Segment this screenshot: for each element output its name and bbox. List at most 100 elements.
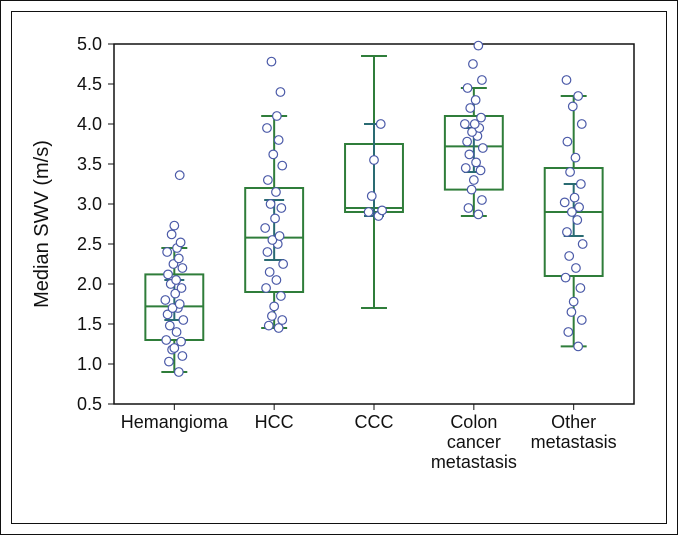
inner-panel: 0.5 1.0 1.5 2.0 2.5 3.0 3.5 4.0 4.5 5.0 Median SWV…	[11, 11, 667, 524]
data-point	[170, 344, 179, 353]
data-point	[574, 92, 583, 101]
data-point	[175, 300, 184, 309]
y-tick-label: 2.0	[77, 274, 102, 294]
data-point	[176, 238, 185, 247]
data-point	[376, 120, 385, 129]
y-tick-label: 4.0	[77, 114, 102, 134]
data-point	[472, 158, 481, 167]
y-tick-label: 0.5	[77, 394, 102, 414]
data-point	[261, 224, 270, 233]
data-point	[464, 204, 473, 213]
data-point	[278, 316, 287, 325]
data-point	[463, 137, 472, 146]
data-point	[461, 164, 470, 173]
data-point	[479, 144, 488, 153]
data-point	[263, 124, 272, 133]
data-point	[262, 284, 271, 293]
data-point	[570, 193, 579, 202]
data-point	[272, 276, 281, 285]
x-tick-label: cancer	[447, 432, 501, 452]
data-point	[179, 316, 188, 325]
x-tick-label: metastasis	[531, 432, 617, 452]
data-point	[163, 248, 172, 257]
data-point	[175, 254, 184, 263]
data-point	[567, 308, 576, 317]
data-point	[170, 221, 179, 230]
data-point	[478, 196, 487, 205]
data-point	[276, 88, 285, 97]
boxplot-chart: 0.5 1.0 1.5 2.0 2.5 3.0 3.5 4.0 4.5 5.0 Median SWV…	[12, 12, 666, 523]
x-tick-label: Hemangioma	[121, 412, 229, 432]
data-point	[571, 153, 580, 162]
data-point	[478, 76, 487, 85]
data-point	[370, 156, 379, 165]
data-point	[477, 113, 486, 122]
data-point	[275, 232, 284, 241]
data-point	[469, 60, 478, 69]
y-tick-label: 1.5	[77, 314, 102, 334]
data-point	[461, 120, 470, 129]
data-point	[263, 248, 272, 257]
data-point	[277, 204, 286, 213]
data-point	[175, 368, 184, 377]
data-point	[166, 321, 175, 330]
data-point	[466, 104, 475, 113]
data-point	[467, 185, 476, 194]
x-tick-label: Other	[551, 412, 596, 432]
data-point	[568, 102, 577, 111]
data-point	[578, 240, 587, 249]
data-point	[573, 216, 582, 225]
data-point	[574, 342, 583, 351]
x-tick-label: HCC	[255, 412, 294, 432]
y-tick-label: 3.0	[77, 194, 102, 214]
data-point	[364, 208, 373, 217]
data-point	[279, 260, 288, 269]
outer-frame: 0.5 1.0 1.5 2.0 2.5 3.0 3.5 4.0 4.5 5.0 Median SWV…	[0, 0, 678, 535]
data-point	[572, 264, 581, 273]
x-tick-label: Colon	[450, 412, 497, 432]
data-point	[476, 166, 485, 175]
data-point	[264, 176, 273, 185]
data-point	[165, 357, 174, 366]
data-point	[565, 252, 574, 261]
y-tick-label: 4.5	[77, 74, 102, 94]
data-point	[463, 84, 472, 93]
data-point	[167, 230, 176, 239]
data-point	[367, 192, 376, 201]
x-tick-label: CCC	[355, 412, 394, 432]
data-point	[560, 198, 569, 207]
data-point	[268, 312, 277, 321]
data-point	[277, 292, 286, 301]
y-tick-label: 3.5	[77, 154, 102, 174]
x-tick-label: metastasis	[431, 452, 517, 472]
data-point	[564, 328, 573, 337]
data-point	[474, 41, 483, 50]
y-axis-title: Median SWV (m/s)	[31, 140, 53, 308]
data-point	[563, 228, 572, 237]
data-point	[576, 284, 585, 293]
data-point	[575, 203, 584, 212]
data-point	[177, 284, 186, 293]
data-point	[566, 168, 575, 177]
data-point	[267, 57, 276, 66]
data-point	[274, 136, 283, 145]
data-point	[563, 137, 572, 146]
data-point	[265, 268, 274, 277]
y-tick-label: 5.0	[77, 34, 102, 54]
data-point	[266, 200, 275, 209]
data-point	[162, 336, 171, 345]
data-point	[471, 96, 480, 105]
data-point	[273, 112, 282, 121]
data-point	[470, 176, 479, 185]
y-tick-label: 1.0	[77, 354, 102, 374]
data-point	[164, 270, 173, 279]
data-point	[269, 150, 278, 159]
data-point	[562, 76, 571, 85]
data-point	[577, 120, 586, 129]
y-tick-label: 2.5	[77, 234, 102, 254]
data-point	[178, 264, 187, 273]
data-point	[264, 321, 273, 330]
data-point	[177, 337, 186, 346]
data-point	[577, 180, 586, 189]
data-point	[272, 188, 281, 197]
